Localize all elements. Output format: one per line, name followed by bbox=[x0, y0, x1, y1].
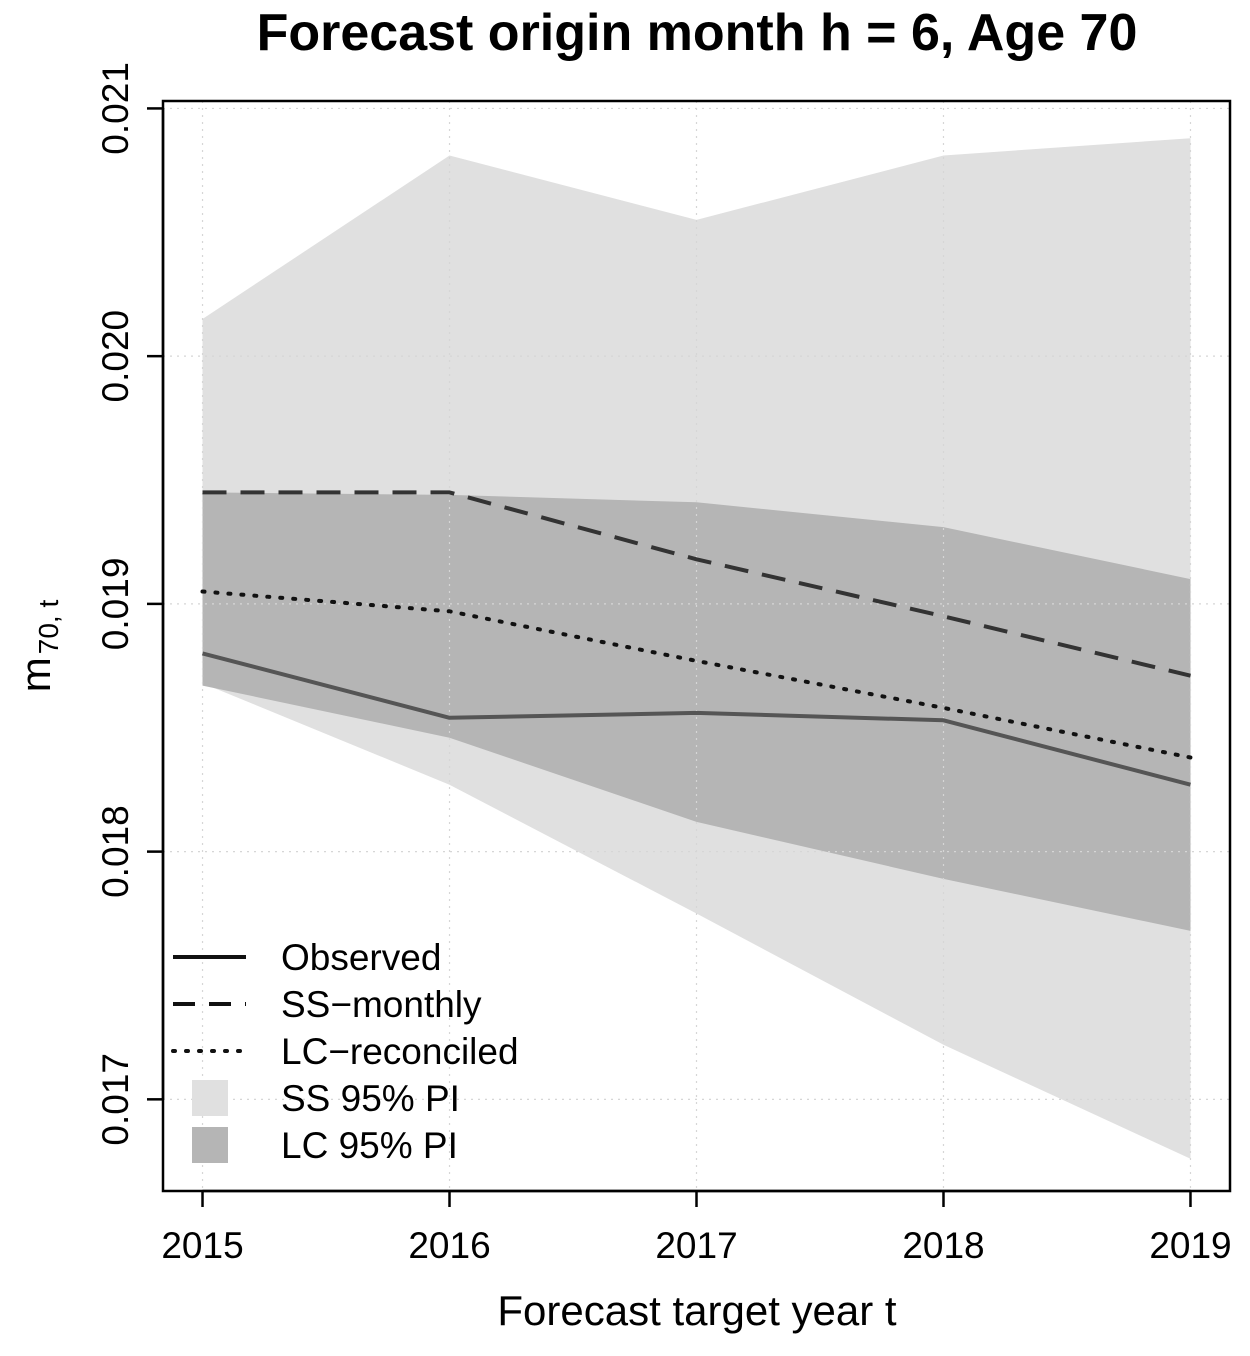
x-axis-title: Forecast target year t bbox=[497, 1287, 896, 1334]
legend-label: SS 95% PI bbox=[281, 1078, 460, 1119]
x-tick-label: 2016 bbox=[408, 1225, 490, 1266]
legend-label: LC−reconciled bbox=[281, 1031, 519, 1072]
series-lines bbox=[200, 490, 1193, 787]
series-line-solid bbox=[201, 651, 1192, 787]
x-tick-label: 2015 bbox=[161, 1225, 243, 1266]
legend: Observed SS−monthly LC−reconciled SS 95% PI… bbox=[171, 937, 519, 1166]
y-tick-label: 0.021 bbox=[95, 62, 136, 155]
y-tick-label: 0.017 bbox=[95, 1053, 136, 1146]
legend-label: SS−monthly bbox=[281, 984, 482, 1025]
legend-swatch-box bbox=[192, 1080, 228, 1116]
y-axis-title-main: m bbox=[12, 657, 59, 692]
y-tick-label: 0.018 bbox=[95, 805, 136, 898]
y-tick-label: 0.019 bbox=[95, 558, 136, 651]
legend-label: LC 95% PI bbox=[281, 1125, 458, 1166]
series-line-dotted bbox=[200, 589, 1193, 760]
grid bbox=[163, 101, 1230, 1191]
y-axis: 0.017 0.018 0.019 0.020 0.021 bbox=[95, 62, 165, 1146]
x-tick-label: 2018 bbox=[902, 1225, 984, 1266]
legend-swatch-box bbox=[192, 1127, 228, 1163]
x-tick-label: 2019 bbox=[1149, 1225, 1231, 1266]
y-axis-title-subscript: 70, t bbox=[33, 600, 64, 655]
legend-label: Observed bbox=[281, 937, 441, 978]
y-axis-title: m70, t bbox=[12, 600, 64, 693]
x-tick-label: 2017 bbox=[655, 1225, 737, 1266]
chart-title: Forecast origin month h = 6, Age 70 bbox=[257, 4, 1138, 62]
x-axis: 2015 2016 2017 2018 2019 bbox=[161, 1189, 1232, 1266]
series-line-dashed bbox=[202, 490, 1191, 678]
y-tick-label: 0.020 bbox=[95, 310, 136, 403]
